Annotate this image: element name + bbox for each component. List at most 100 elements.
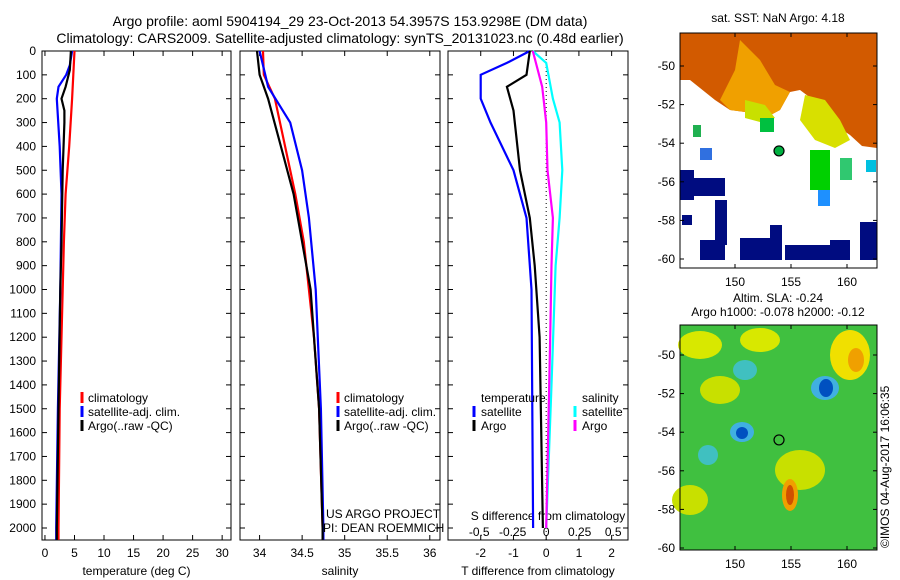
sla-patch [733, 360, 757, 380]
sst-cold-patch [770, 225, 782, 260]
s-tick-label: 0.5 [605, 525, 622, 539]
depth-tick-label: 800 [16, 235, 36, 249]
lat-tick-label: -52 [658, 387, 676, 401]
series-line-argo-raw-qc- [55, 50, 72, 540]
x-tick-label: 34.5 [290, 546, 314, 560]
lat-tick-label: -50 [658, 348, 676, 362]
x-tick-label: 34 [253, 546, 267, 560]
x-tick-label: 1 [576, 546, 583, 560]
lon-tick-label: 150 [725, 275, 745, 289]
lat-tick-label: -58 [658, 213, 676, 227]
map-frame [679, 324, 878, 551]
x-tick-label: 5 [71, 546, 78, 560]
legend-label: salinity [582, 391, 619, 405]
legend-label: Argo [481, 419, 507, 433]
map-frame [679, 32, 878, 269]
x-tick-label: 35 [338, 546, 352, 560]
depth-tick-label: 1200 [9, 330, 36, 344]
sla-patch [700, 376, 740, 404]
sst-cold-patch [785, 245, 830, 260]
sst-patch [760, 118, 774, 132]
annotation-pi: PI: DEAN ROEMMICH [323, 521, 444, 535]
depth-tick-label: 1700 [9, 449, 36, 463]
legend-label: satellite [481, 405, 522, 419]
x-tick-label: 2 [608, 546, 615, 560]
sst-map-title: sat. SST: NaN Argo: 4.18 [711, 11, 845, 25]
series-line-t-satellite [479, 50, 535, 529]
figure-title-line2: Climatology: CARS2009. Satellite-adjuste… [56, 30, 623, 46]
series-line-s-satellite [532, 50, 564, 529]
legend-label: climatology [344, 391, 404, 405]
annotation-project: US ARGO PROJECT [326, 507, 441, 521]
depth-tick-label: 1000 [9, 283, 36, 297]
legend-label: climatology [88, 391, 148, 405]
lat-tick-label: -56 [658, 464, 676, 478]
imos-credit: ©IMOS 04-Aug-2017 16:06:35 [878, 385, 892, 548]
sst-patch [693, 125, 701, 137]
legend-label: temperature [481, 391, 546, 405]
x-tick-label: 35.5 [376, 546, 400, 560]
lat-tick-label: -52 [658, 98, 676, 112]
legend-label: satellite [582, 405, 623, 419]
sst-patch [866, 160, 876, 172]
series-line-argo-raw-qc- [255, 50, 324, 540]
lat-tick-label: -50 [658, 59, 676, 73]
sst-cold-patch [860, 222, 877, 260]
depth-tick-label: 1800 [9, 473, 36, 487]
s-tick-label: -0.5 [469, 525, 490, 539]
series-line-climatology [57, 50, 76, 540]
x-tick-label: 36 [423, 546, 437, 560]
depth-tick-label: 100 [16, 68, 36, 82]
x-tick-label: 0 [42, 546, 49, 560]
argo-location-marker [773, 145, 785, 157]
sla-patch [698, 445, 718, 465]
sst-cold-patch [830, 240, 850, 260]
lon-tick-label: 160 [837, 557, 857, 571]
sla-patch [819, 379, 833, 397]
lat-tick-label: -60 [658, 252, 676, 266]
s-tick-label: 0.25 [568, 525, 592, 539]
sst-cold-patch [682, 215, 692, 225]
depth-tick-label: 700 [16, 211, 36, 225]
depth-tick-label: 2000 [9, 521, 36, 535]
x-axis-label: salinity [322, 564, 359, 578]
x-tick-label: 25 [186, 546, 200, 560]
x-tick-label: 15 [127, 546, 141, 560]
x-tick-label: -1 [508, 546, 519, 560]
legend-label: Argo [582, 419, 608, 433]
depth-tick-label: 300 [16, 116, 36, 130]
x-axis-label: temperature (deg C) [82, 564, 190, 578]
x-tick-label: 20 [156, 546, 170, 560]
x-tick-label: -2 [475, 546, 486, 560]
plot-frame [239, 50, 441, 541]
legend-label: Argo(..raw -QC) [344, 419, 429, 433]
depth-tick-label: 1900 [9, 497, 36, 511]
sst-patch [840, 158, 852, 180]
depth-tick-label: 600 [16, 187, 36, 201]
legend-label: Argo(..raw -QC) [88, 419, 173, 433]
sst-mid-region [800, 95, 850, 148]
figure-title-line1: Argo profile: aoml 5904194_29 23-Oct-201… [113, 13, 588, 29]
depth-tick-label: 1400 [9, 378, 36, 392]
sst-cold-patch [700, 240, 725, 260]
sla-patch [786, 485, 794, 505]
legend-label: satellite-adj. clim. [344, 405, 436, 419]
lon-tick-label: 155 [781, 275, 801, 289]
legend-label: satellite-adj. clim. [88, 405, 180, 419]
s-axis-label: S difference from climatology [471, 509, 626, 523]
argo-location-marker [773, 434, 785, 446]
sst-patch [818, 190, 830, 206]
sst-cold-patch [715, 200, 727, 245]
x-tick-label: 0 [543, 546, 550, 560]
sla-patch [775, 450, 825, 490]
plot-frame [41, 50, 232, 541]
s-tick-label: -0.25 [499, 525, 527, 539]
sst-mid-region [720, 40, 790, 118]
sla-patch [678, 331, 722, 359]
depth-tick-label: 0 [29, 44, 36, 58]
depth-tick-label: 500 [16, 163, 36, 177]
sla-map-title-line2: Argo h1000: -0.078 h2000: -0.12 [691, 305, 865, 319]
sst-patch [810, 150, 830, 190]
x-tick-label: 30 [215, 546, 229, 560]
series-line-satellite-adj-clim- [258, 50, 325, 540]
